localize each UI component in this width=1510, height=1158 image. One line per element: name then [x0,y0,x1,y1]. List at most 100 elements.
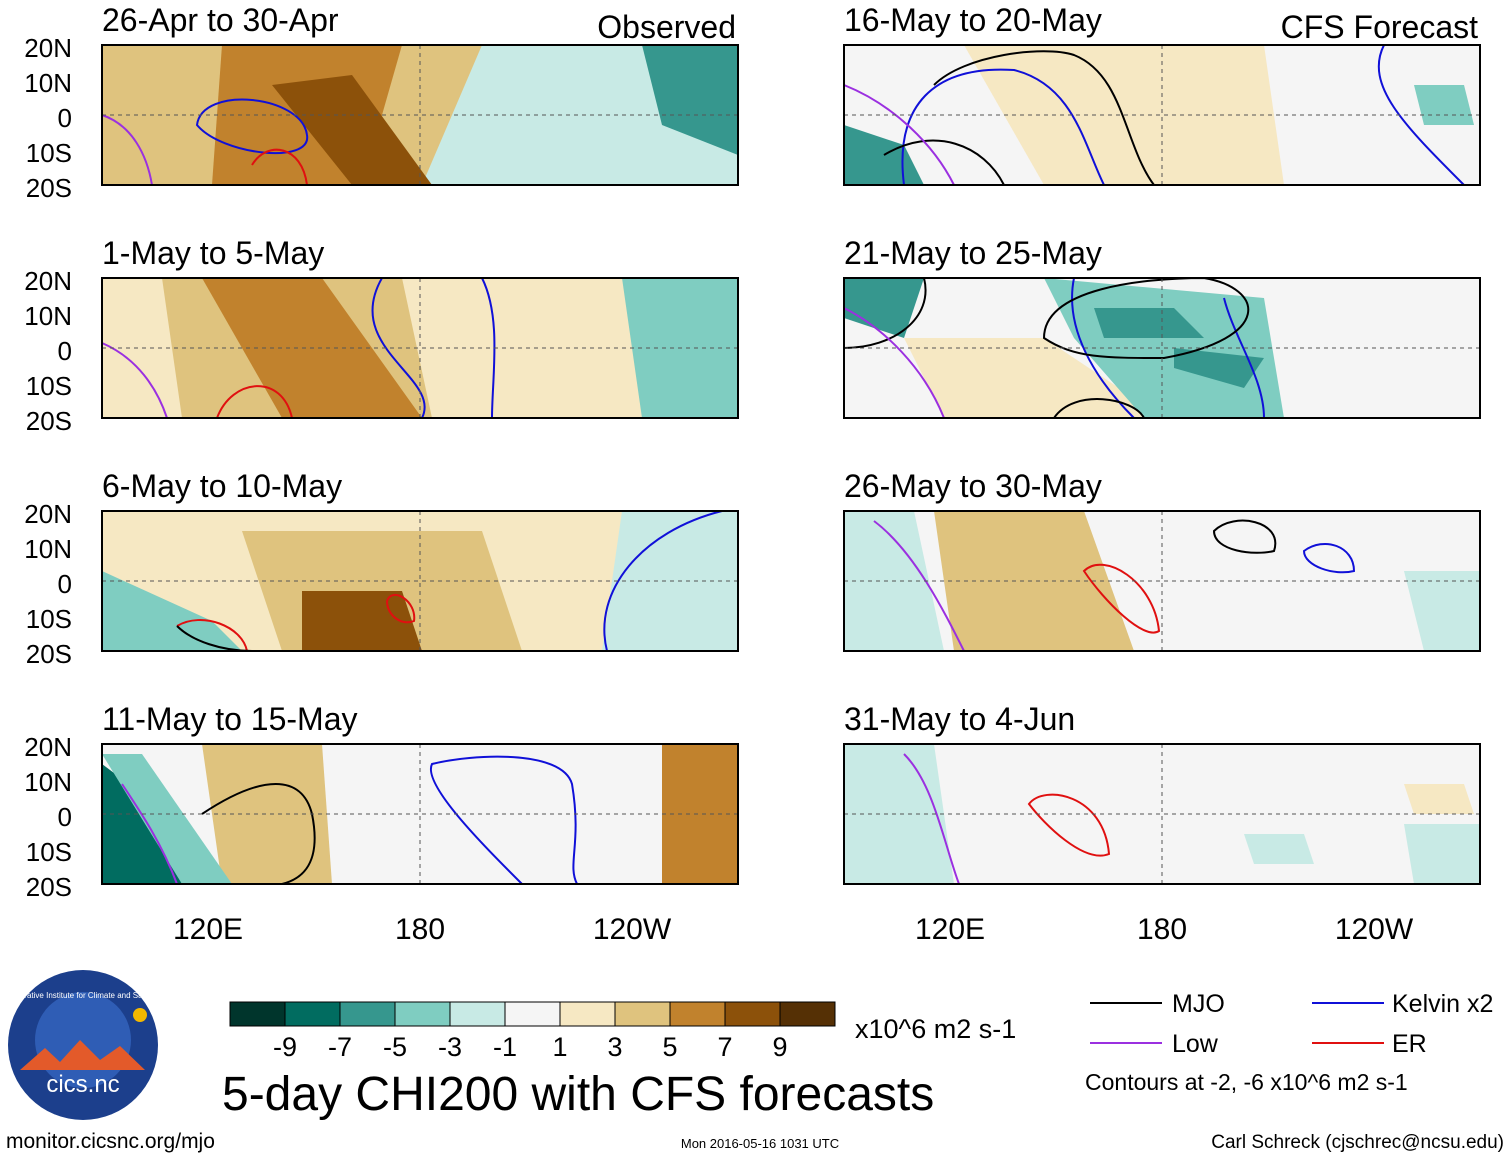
map-border [843,277,1481,419]
contour-low [873,520,965,652]
x-tick-label: 120E [173,913,243,946]
colorbar-label: 7 [717,1032,732,1062]
map-border [843,743,1481,885]
y-tick-label: 10N [24,767,72,797]
contour-kelvin [195,98,309,155]
field-negative-east [1244,824,1480,884]
contour-mjo [843,276,1250,419]
column-header-cfs: CFS Forecast [1281,9,1478,45]
map-border [101,743,739,885]
panel-right-3: 26-May to 30-May [843,468,1481,652]
colorbar-swatch [284,1001,341,1027]
contour-low [101,114,153,186]
legend: MJO Kelvin x2 Low ER Contours at -2, -6 … [1085,990,1493,1095]
panel-right-1: 16-May to 20-May CFS Forecast [843,2,1481,186]
panel-right-4: 31-May to 4-Jun [843,701,1481,885]
y-tick-label: 20N [24,33,72,63]
colorbar-label: -1 [493,1032,517,1062]
colorbar-swatch [394,1001,451,1027]
field-negative [642,45,738,155]
y-tick-label: 10N [24,301,72,331]
colorbar-swatch [559,1001,616,1027]
contour-er [251,148,308,186]
colorbar-swatch [779,1001,836,1027]
field-negative-core [1094,308,1264,388]
panel-right-2: 21-May to 25-May [843,235,1481,419]
colorbar-swatch [669,1001,726,1027]
colorbar-swatch [504,1001,561,1027]
colorbar-label: -5 [383,1032,407,1062]
contour-er [1027,793,1111,857]
footer-timestamp: Mon 2016-05-16 1031 UTC [681,1136,839,1151]
y-tick-label: 20S [26,173,72,203]
field-negative-strip [102,754,232,884]
contour-low [843,307,945,419]
panel-title: 16-May to 20-May [844,2,1102,38]
cics-logo: Cooperative Institute for Climate and Sa… [1,970,165,1120]
colorbar-units: x10^6 m2 s-1 [855,1014,1016,1044]
x-tick-label: 120E [915,913,985,946]
map-frame [101,277,739,419]
contour-kelvin [603,510,723,652]
map-frame [843,276,1481,419]
field-negative-west [844,744,954,884]
y-tick-label: 10S [26,837,72,867]
map-border [843,510,1481,652]
mountain-icon [20,1040,145,1070]
y-tick-label: 20S [26,406,72,436]
panel-left-4: 11-May to 15-May 20N 10N 0 10S 20S [24,701,739,902]
y-tick-label: 20S [26,872,72,902]
field-negative-east [1404,571,1480,651]
logo-text: cics.nc [46,1071,119,1098]
map-frame [101,510,739,652]
panel-left-1: 26-Apr to 30-Apr Observed 20N 10N 0 10S … [24,2,739,203]
x-tick-label: 120W [593,913,672,946]
contour-mjo [1212,519,1277,554]
contour-kelvin [429,755,578,885]
colorbar-swatch [229,1001,286,1027]
legend-er-label: ER [1392,1030,1427,1058]
panel-title: 26-May to 30-May [844,468,1102,504]
field-negative-east [1414,85,1474,125]
field-positive-east [662,744,738,884]
y-tick-label: 10N [24,534,72,564]
x-tick-label: 180 [1137,913,1187,946]
panel-left-3: 6-May to 10-May 20N 10N 0 10S 20S [24,468,739,669]
contour-mjo [201,783,316,885]
field-negative-west [102,571,242,651]
legend-mjo-label: MJO [1172,990,1225,1018]
map-border [101,510,739,652]
footer-url: monitor.cicsnc.org/mjo [6,1130,215,1153]
map-border [843,44,1481,186]
colorbar-swatch [449,1001,506,1027]
colorbar: -9 -7 -5 -3 -1 1 3 5 7 9 [229,1001,836,1062]
colorbar-label: -7 [328,1032,352,1062]
y-tick-label: 20N [24,266,72,296]
colorbar-swatch [614,1001,671,1027]
contour-kelvin [1302,542,1356,574]
map-frame [101,44,739,186]
map-border [101,277,739,419]
map-border [101,44,739,186]
y-tick-label: 10S [26,138,72,168]
map-frame [843,510,1481,652]
y-tick-label: 0 [58,103,72,133]
panel-left-2: 1-May to 5-May 20N 10N 0 10S 20S [24,235,739,436]
contour-kelvin [1071,277,1265,419]
y-tick-label: 20S [26,639,72,669]
contour-low [121,783,178,885]
legend-low-label: Low [1172,1030,1219,1058]
panel-title: 6-May to 10-May [102,468,342,504]
panel-title: 26-Apr to 30-Apr [102,2,339,38]
y-tick-label: 0 [58,802,72,832]
contour-note: Contours at -2, -6 x10^6 m2 s-1 [1085,1069,1408,1095]
colorbar-label: 1 [552,1032,567,1062]
colorbar-swatch [724,1001,781,1027]
map-frame [101,743,739,885]
field-negative-west [844,278,924,338]
y-tick-label: 10N [24,68,72,98]
contour-er [176,594,416,652]
contour-er [1082,563,1161,634]
contour-mjo [883,50,1155,186]
y-tick-label: 10S [26,371,72,401]
